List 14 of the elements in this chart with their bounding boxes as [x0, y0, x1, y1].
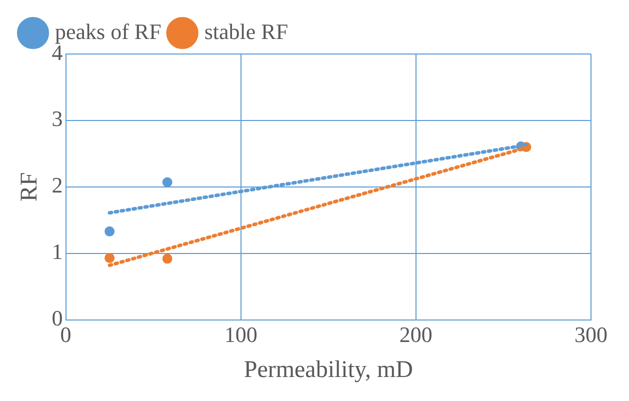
x-tick-label: 100 [224, 322, 258, 347]
y-tick-label: 2 [52, 172, 63, 198]
y-tick-label: 3 [52, 106, 63, 132]
y-tick-label: 0 [52, 306, 63, 331]
point [162, 254, 172, 264]
point [104, 226, 115, 236]
legend-label: stable RF [204, 18, 288, 44]
point [104, 253, 115, 263]
point [162, 177, 172, 188]
x-tick-label: 300 [574, 322, 608, 347]
x-axis-title: Permeability, mD [244, 356, 413, 383]
x-tick-label: 200 [399, 322, 432, 347]
y-tick-label: 1 [52, 239, 63, 264]
y-axis-title: RF [16, 172, 43, 202]
